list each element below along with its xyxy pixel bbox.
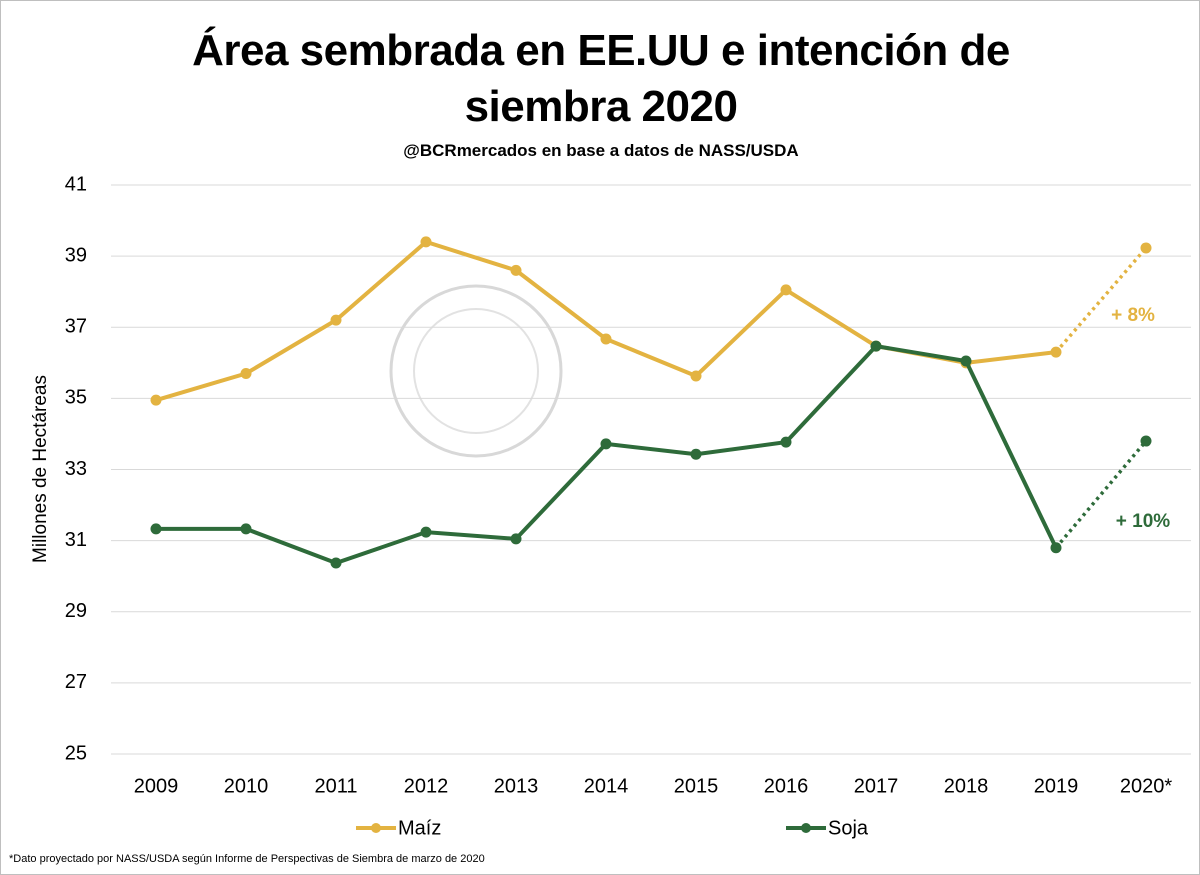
x-tick-label: 2018 <box>944 775 989 797</box>
projected-line <box>1054 439 1148 549</box>
x-tick-label: 2020* <box>1120 775 1172 797</box>
legend-label: Soja <box>828 817 869 839</box>
point <box>1050 346 1062 358</box>
watermark <box>389 284 563 458</box>
x-tick-label: 2019 <box>1034 775 1079 797</box>
point <box>150 523 162 535</box>
point <box>960 355 972 367</box>
legend-marker <box>371 823 381 833</box>
point <box>150 394 162 406</box>
point <box>240 523 252 535</box>
y-tick-label: 27 <box>65 671 87 693</box>
point <box>600 333 612 345</box>
x-tick-label: 2016 <box>764 775 809 797</box>
chart-subtitle: @BCRmercados en base a datos de NASS/USD… <box>403 141 799 160</box>
point <box>240 367 252 379</box>
chart-title: Área sembrada en EE.UU e intención de si… <box>192 26 1010 131</box>
point <box>330 314 342 326</box>
point <box>330 557 342 569</box>
point <box>690 448 702 460</box>
y-tick-label: 39 <box>65 244 87 266</box>
point <box>780 436 792 448</box>
x-tick-label: 2014 <box>584 775 629 797</box>
x-tick-label: 2013 <box>494 775 539 797</box>
watermark <box>413 308 539 434</box>
annotation: + 10% <box>1116 511 1171 532</box>
y-tick-label: 31 <box>65 529 87 551</box>
line <box>156 343 1058 566</box>
point <box>870 340 882 352</box>
point <box>1140 435 1152 447</box>
projected-line <box>1054 246 1148 354</box>
point <box>780 284 792 296</box>
point <box>510 533 522 545</box>
x-tick-label: 2012 <box>404 775 449 797</box>
y-tick-label: 35 <box>65 387 87 409</box>
x-tick-label: 2015 <box>674 775 719 797</box>
y-tick-label: 29 <box>65 600 87 622</box>
line <box>155 239 1057 403</box>
point <box>600 438 612 450</box>
annotation: + 8% <box>1111 305 1155 326</box>
legend-label: Maíz <box>398 817 441 839</box>
x-tick-label: 2009 <box>134 775 179 797</box>
y-tick-label: 33 <box>65 458 87 480</box>
y-tick-label: 25 <box>65 742 87 764</box>
point <box>510 264 522 276</box>
x-tick-label: 2017 <box>854 775 899 797</box>
point <box>420 526 432 538</box>
x-tick-label: 2010 <box>224 775 269 797</box>
x-tick-label: 2011 <box>314 775 357 797</box>
legend-marker <box>801 823 811 833</box>
footnote: *Dato proyectado por NASS/USDA según Inf… <box>9 853 485 865</box>
y-tick-label: 37 <box>65 316 87 338</box>
y-tick-label: 41 <box>65 173 87 195</box>
y-axis-label: Millones de Hectáreas <box>30 375 51 563</box>
point <box>690 370 702 382</box>
point <box>1140 242 1152 254</box>
point <box>420 236 432 248</box>
point <box>1050 542 1062 554</box>
